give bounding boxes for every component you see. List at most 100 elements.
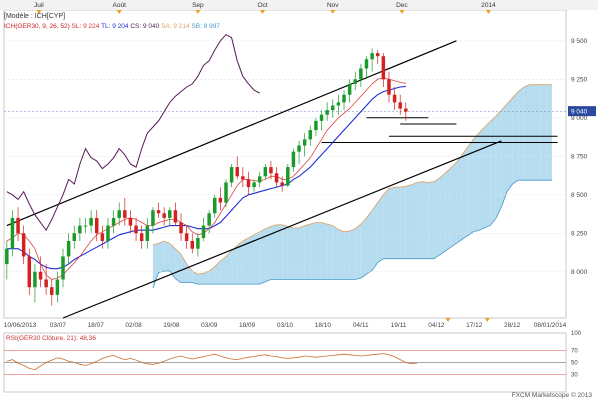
cloud-segment bbox=[473, 133, 479, 232]
candle bbox=[33, 264, 37, 303]
price-tick-label: 8 750 bbox=[571, 153, 588, 160]
cloud-segment bbox=[214, 261, 221, 285]
date-tick-label: 17/12 bbox=[466, 322, 483, 329]
candle-body bbox=[246, 179, 251, 188]
candle-body bbox=[325, 110, 329, 115]
candle-body bbox=[123, 210, 127, 218]
cloud-segment bbox=[231, 245, 238, 285]
candle-body bbox=[398, 102, 402, 109]
cloud-segment bbox=[405, 184, 412, 259]
rsi-tick-label: 70 bbox=[571, 349, 578, 355]
candle-body bbox=[21, 233, 26, 257]
candle-body bbox=[83, 225, 88, 227]
candle-body bbox=[78, 225, 82, 234]
candle bbox=[16, 207, 20, 241]
candle bbox=[38, 256, 43, 288]
candle-body bbox=[196, 237, 200, 249]
cloud-segment bbox=[355, 224, 361, 280]
candle-body bbox=[151, 210, 155, 226]
cloud-segment bbox=[495, 110, 502, 219]
candle bbox=[257, 171, 262, 188]
legend-item: CS: 9 040 bbox=[129, 23, 160, 30]
ichimoku-lines bbox=[6, 33, 406, 280]
cloud-segment bbox=[439, 173, 446, 255]
candle bbox=[246, 171, 251, 195]
candle-body bbox=[257, 176, 262, 183]
candle-body bbox=[100, 233, 105, 241]
candle-body bbox=[291, 151, 296, 168]
candle-body bbox=[364, 59, 369, 69]
candle-body bbox=[280, 182, 284, 186]
candle-body bbox=[89, 217, 93, 226]
candle-body bbox=[375, 53, 380, 57]
date-axis: 10/06/2013 03/07 18/07 02/08 19/08 03/09 18/09… bbox=[4, 318, 567, 329]
cloud-segment bbox=[377, 194, 384, 263]
date-marker bbox=[484, 318, 490, 322]
date-tick-label: 10/06/2013 bbox=[4, 322, 37, 329]
date-tick-label: 04/12 bbox=[428, 322, 445, 329]
tenkan-sen bbox=[6, 77, 406, 280]
candle bbox=[342, 90, 346, 111]
lower-channel-line bbox=[62, 140, 502, 319]
candle bbox=[280, 176, 284, 192]
kijun-sen bbox=[6, 85, 406, 270]
cloud-segment bbox=[175, 248, 182, 283]
month-marker bbox=[485, 10, 491, 14]
legend-item: SB: 8 997 bbox=[190, 23, 221, 30]
month-label: Sep bbox=[192, 2, 204, 9]
cloud-segment bbox=[501, 103, 507, 208]
cloud-segment bbox=[540, 84, 547, 181]
candle bbox=[286, 164, 290, 188]
candle bbox=[252, 179, 256, 192]
candle-body bbox=[66, 241, 71, 257]
month-label: Juil bbox=[34, 2, 44, 9]
candle bbox=[229, 164, 234, 188]
cloud-segment bbox=[169, 243, 176, 279]
candles bbox=[5, 48, 408, 306]
candle-body bbox=[111, 217, 116, 226]
candle-body bbox=[370, 53, 374, 60]
rsi-tick-label: 50 bbox=[571, 361, 578, 367]
cloud-segment bbox=[327, 224, 333, 280]
last-price-label: 9 040 bbox=[571, 109, 588, 116]
cloud-segment bbox=[287, 226, 294, 280]
trendlines bbox=[6, 40, 558, 319]
candle bbox=[5, 241, 9, 280]
cloud-segment bbox=[518, 87, 524, 181]
candle bbox=[201, 217, 206, 241]
cloud-segment bbox=[209, 266, 215, 285]
legend-item: ICH(GER30, 9, 26, 52) bbox=[4, 23, 70, 30]
candle-body bbox=[207, 213, 211, 226]
senkou-span-b bbox=[152, 179, 552, 289]
date-tick-label: 19/08 bbox=[163, 322, 180, 329]
candle bbox=[61, 248, 65, 288]
candle-body bbox=[263, 167, 268, 177]
candle bbox=[55, 271, 60, 303]
candle bbox=[347, 79, 352, 103]
cloud-segment bbox=[360, 217, 367, 278]
candle bbox=[359, 63, 363, 87]
candle bbox=[308, 125, 313, 146]
legend-items: ICH(GER30, 9, 26, 52) SL: 9 224 TL: 9 20… bbox=[4, 23, 220, 30]
date-tick-label: 02/08 bbox=[125, 322, 142, 329]
date-tick-label: 18/10 bbox=[315, 322, 332, 329]
candle bbox=[375, 50, 380, 64]
date-tick-label: 03/10 bbox=[277, 322, 294, 329]
date-tick-label: 19/11 bbox=[391, 322, 407, 329]
candle-body bbox=[61, 256, 65, 280]
candle-body bbox=[10, 217, 15, 249]
candle-body bbox=[117, 210, 121, 218]
month-marker bbox=[260, 10, 266, 14]
candle bbox=[207, 210, 211, 234]
month-label: Oct bbox=[257, 2, 267, 9]
rsi-label: RSI(GER30 Clôture, 21): 48,36 bbox=[6, 335, 96, 342]
cloud-segment bbox=[445, 167, 451, 252]
cloud-segment bbox=[259, 228, 266, 285]
cloud-segment bbox=[164, 241, 170, 272]
cloud-segment bbox=[186, 264, 193, 283]
candle bbox=[162, 207, 166, 226]
candle-body bbox=[314, 120, 318, 131]
month-label: Dec bbox=[396, 2, 408, 9]
